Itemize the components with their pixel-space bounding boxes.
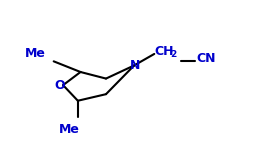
Text: 2: 2 — [170, 50, 176, 59]
Text: CN: CN — [197, 52, 216, 65]
Text: CH: CH — [154, 45, 174, 58]
Text: Me: Me — [24, 47, 45, 60]
Text: O: O — [54, 79, 65, 92]
Text: Me: Me — [59, 123, 80, 136]
Text: N: N — [130, 59, 141, 72]
